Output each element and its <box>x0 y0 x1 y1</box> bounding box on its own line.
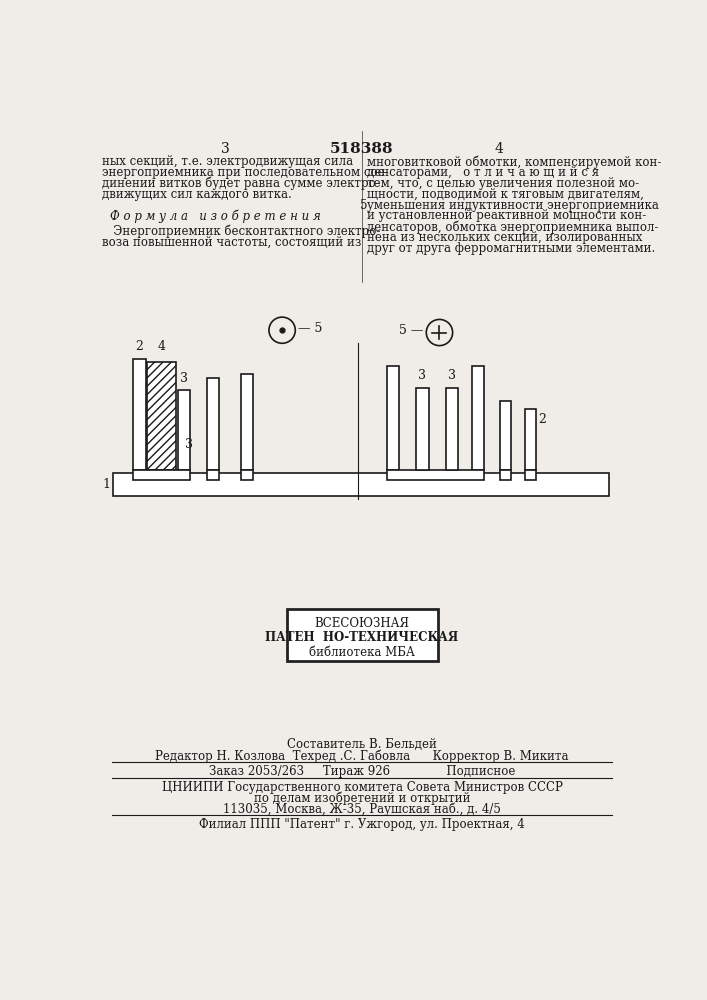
Text: 5 —: 5 — <box>399 324 423 337</box>
Text: 3: 3 <box>180 372 187 385</box>
Text: многовитковой обмотки, компенсируемой кон-: многовитковой обмотки, компенсируемой ко… <box>368 155 662 169</box>
Text: щности, подводимой к тяговым двигателям,: щности, подводимой к тяговым двигателям, <box>368 188 644 201</box>
Text: денсаторами,   о т л и ч а ю щ и й с я: денсаторами, о т л и ч а ю щ и й с я <box>368 166 600 179</box>
Text: ПАТЕН  НО-ТЕХНИЧЕСКАЯ: ПАТЕН НО-ТЕХНИЧЕСКАЯ <box>265 631 459 644</box>
Text: Филиал ППП "Патент" г. Ужгород, ул. Проектная, 4: Филиал ППП "Патент" г. Ужгород, ул. Прое… <box>199 818 525 831</box>
Text: — 5: — 5 <box>298 322 322 335</box>
Text: 518388: 518388 <box>330 142 394 156</box>
Bar <box>525 409 535 470</box>
Text: 3: 3 <box>419 369 426 382</box>
Text: 3: 3 <box>185 438 193 451</box>
Text: Составитель В. Бельдей: Составитель В. Бельдей <box>287 738 437 751</box>
Bar <box>146 362 176 470</box>
Bar <box>113 473 609 496</box>
Text: денсаторов, обмотка энергоприемника выпол-: денсаторов, обмотка энергоприемника выпо… <box>368 220 659 234</box>
Text: 4: 4 <box>495 142 503 156</box>
Text: динении витков будет равна сумме электро-: динении витков будет равна сумме электро… <box>103 177 380 190</box>
Text: уменьшения индуктивности энергоприемника: уменьшения индуктивности энергоприемника <box>368 199 659 212</box>
Text: ных секций, т.е. электродвижущая сила: ных секций, т.е. электродвижущая сила <box>103 155 354 168</box>
Bar <box>472 366 484 470</box>
Bar <box>134 359 146 470</box>
Text: библиотека МБА: библиотека МБА <box>309 646 415 659</box>
Text: 3: 3 <box>221 142 230 156</box>
Bar <box>387 470 484 480</box>
Bar <box>416 388 428 470</box>
Text: воза повышенной частоты, состоящий из: воза повышенной частоты, состоящий из <box>103 235 362 248</box>
Text: 3: 3 <box>448 369 456 382</box>
Text: Заказ 2053/263     Тираж 926               Подписное: Заказ 2053/263 Тираж 926 Подписное <box>209 765 515 778</box>
Text: 113035, Москва, Ж-35, Раушская наб., д. 4/5: 113035, Москва, Ж-35, Раушская наб., д. … <box>223 802 501 816</box>
Text: нена из нескольких секций, изолированных: нена из нескольких секций, изолированных <box>368 231 643 244</box>
Bar <box>134 470 190 480</box>
Text: тем, что, с целью увеличения полезной мо-: тем, что, с целью увеличения полезной мо… <box>368 177 640 190</box>
Text: энергоприемника при последовательном сое-: энергоприемника при последовательном сое… <box>103 166 389 179</box>
Text: и установленной реактивной мощности кон-: и установленной реактивной мощности кон- <box>368 209 647 222</box>
Text: по делам изобретений и открытий: по делам изобретений и открытий <box>254 791 470 805</box>
Bar <box>387 366 399 470</box>
Bar <box>500 401 510 470</box>
Bar <box>207 470 219 480</box>
Bar <box>241 374 253 470</box>
Text: ЦНИИПИ Государственного комитета Совета Министров СССР: ЦНИИПИ Государственного комитета Совета … <box>161 781 562 794</box>
Bar <box>177 389 190 470</box>
Bar <box>445 388 458 470</box>
Text: Ф о р м у л а   и з о б р е т е н и я: Ф о р м у л а и з о б р е т е н и я <box>110 209 321 223</box>
Text: 4: 4 <box>157 340 165 353</box>
Text: 2: 2 <box>539 413 547 426</box>
Text: движущих сил каждого витка.: движущих сил каждого витка. <box>103 188 292 201</box>
Bar <box>207 378 219 470</box>
Bar <box>241 470 253 480</box>
Text: 2: 2 <box>136 340 144 353</box>
Text: Энергоприемник бесконтактного электро-: Энергоприемник бесконтактного электро- <box>103 225 380 238</box>
Text: друг от друга ферромагнитными элементами.: друг от друга ферромагнитными элементами… <box>368 242 655 255</box>
Text: 5: 5 <box>360 199 367 212</box>
Bar <box>500 470 510 480</box>
Text: 1: 1 <box>102 478 110 491</box>
Text: ВСЕСОЮЗНАЯ: ВСЕСОЮЗНАЯ <box>315 617 409 630</box>
Bar <box>287 609 438 661</box>
Bar <box>525 470 535 480</box>
Text: Редактор Н. Козлова  Техред .С. Габовла      Корректор В. Микита: Редактор Н. Козлова Техред .С. Габовла К… <box>156 750 568 763</box>
